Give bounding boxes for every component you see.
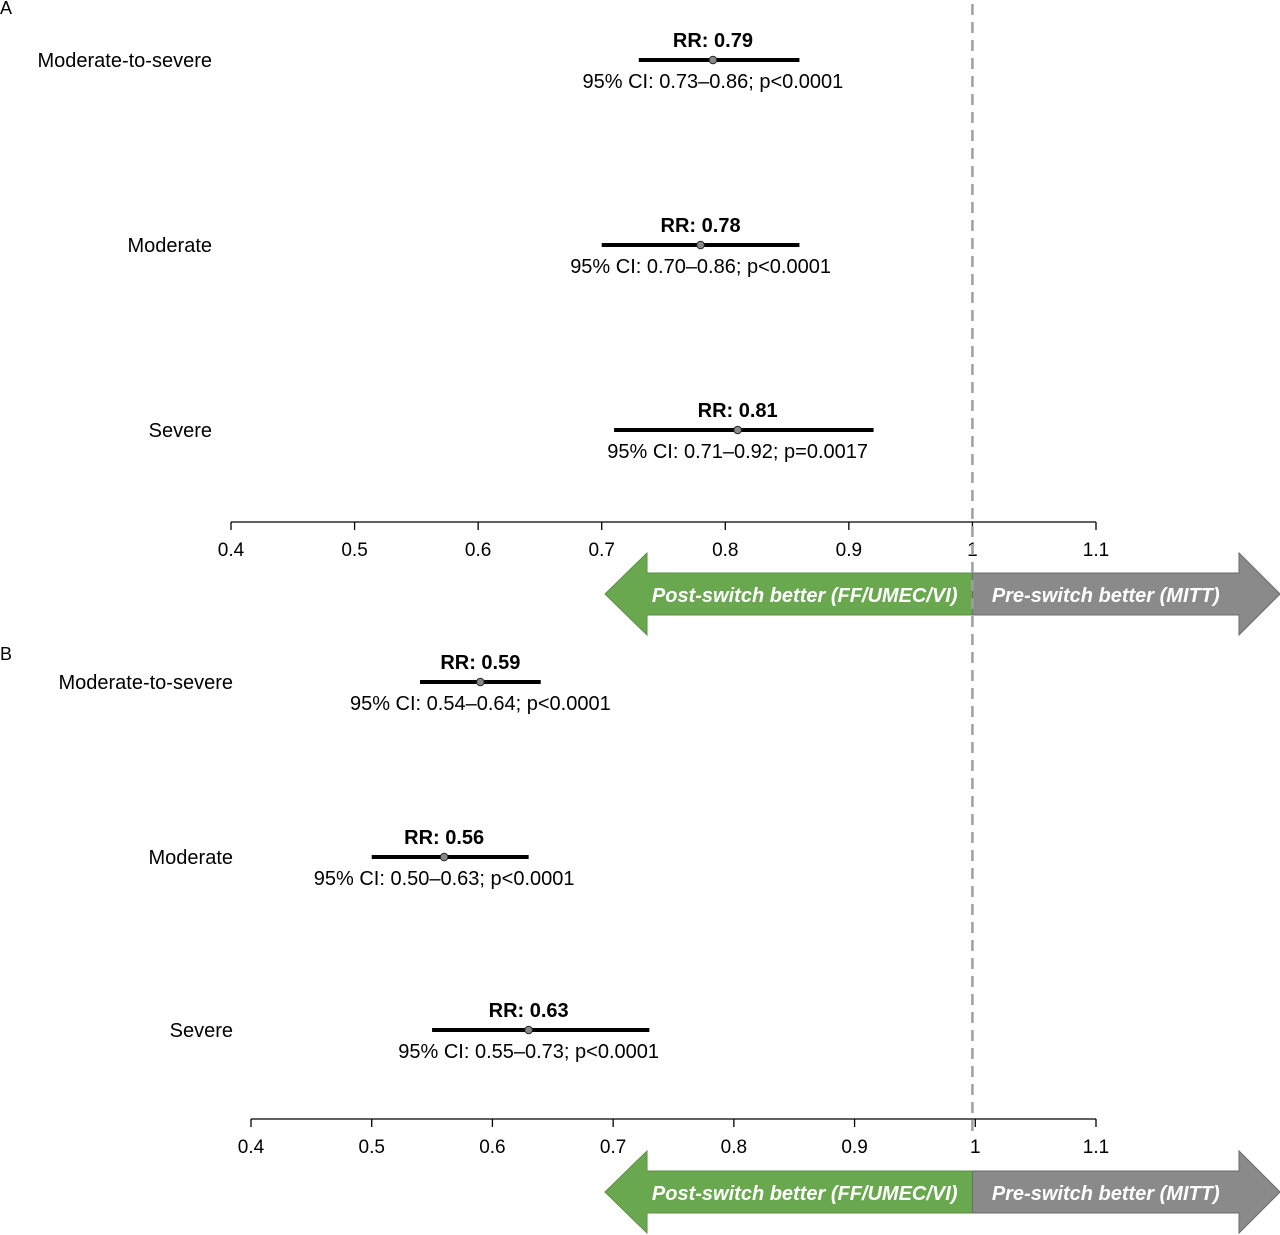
row-label: Moderate-to-severe <box>58 672 233 694</box>
panel-label: B <box>0 644 12 664</box>
x-tick-label: 0.9 <box>836 540 862 561</box>
x-tick-label: 0.8 <box>721 1137 747 1158</box>
panel-a: A0.40.50.60.70.80.911.1Moderate-to-sever… <box>0 0 1280 637</box>
x-tick-label: 0.7 <box>589 540 615 561</box>
point-estimate <box>696 240 705 250</box>
ci-label: 95% CI: 0.50–0.63; p<0.0001 <box>314 868 575 890</box>
rr-label: RR: 0.59 <box>440 652 520 674</box>
row-label: Moderate <box>149 847 234 869</box>
x-tick-label: 0.8 <box>712 540 738 561</box>
ci-label: 95% CI: 0.70–0.86; p<0.0001 <box>570 256 831 278</box>
rr-label: RR: 0.56 <box>404 827 484 849</box>
x-tick-label: 0.7 <box>600 1137 626 1158</box>
x-tick-label: 0.9 <box>841 1137 867 1158</box>
right-arrow-label: Pre-switch better (MITT) <box>992 1183 1220 1205</box>
forest-row: Moderate-to-severe RR: 0.59 95% CI: 0.54–0… <box>58 652 610 715</box>
left-arrow <box>604 1149 973 1235</box>
right-arrow-label: Pre-switch better (MITT) <box>992 585 1220 607</box>
forest-row: Moderate-to-severe RR: 0.79 95% CI: 0.73–0… <box>37 30 843 93</box>
point-estimate <box>708 55 718 65</box>
x-tick-label: 1 <box>970 1137 981 1158</box>
point-estimate <box>524 1025 533 1035</box>
x-tick-label: 0.6 <box>479 1137 505 1158</box>
left-arrow-label: Post-switch better (FF/UMEC/VI) <box>652 585 958 607</box>
row-label: Severe <box>170 1020 233 1042</box>
x-tick-label: 0.5 <box>341 540 367 561</box>
forest-row: Moderate RR: 0.78 95% CI: 0.70–0.86; p<0.0… <box>128 215 831 278</box>
x-tick-label: 1.1 <box>1083 540 1109 561</box>
ci-label: 95% CI: 0.71–0.92; p=0.0017 <box>607 441 868 463</box>
panel-label: A <box>0 0 12 18</box>
ci-label: 95% CI: 0.55–0.73; p<0.0001 <box>398 1041 659 1063</box>
forest-row: Severe RR: 0.63 95% CI: 0.55–0.73; p<0.000… <box>170 1000 659 1063</box>
x-tick-label: 1.1 <box>1083 1137 1109 1158</box>
left-arrow <box>604 551 973 637</box>
x-tick-label: 0.4 <box>238 1137 265 1158</box>
point-estimate <box>476 677 485 687</box>
right-arrow <box>971 551 1280 637</box>
x-tick-label: 0.4 <box>218 540 245 561</box>
point-estimate <box>733 425 742 435</box>
forest-row: Severe RR: 0.81 95% CI: 0.71–0.92; p=0.001… <box>149 400 874 463</box>
rr-label: RR: 0.81 <box>698 400 778 422</box>
left-arrow-label: Post-switch better (FF/UMEC/VI) <box>652 1183 958 1205</box>
ci-label: 95% CI: 0.73–0.86; p<0.0001 <box>583 71 844 93</box>
ci-label: 95% CI: 0.54–0.64; p<0.0001 <box>350 693 611 715</box>
x-tick-label: 0.5 <box>359 1137 385 1158</box>
rr-label: RR: 0.63 <box>489 1000 569 1022</box>
rr-label: RR: 0.78 <box>661 215 741 237</box>
forest-row: Moderate RR: 0.56 95% CI: 0.50–0.63; p<0.0… <box>149 827 575 890</box>
row-label: Moderate-to-severe <box>37 50 212 72</box>
rr-label: RR: 0.79 <box>673 30 753 52</box>
right-arrow <box>971 1149 1280 1235</box>
row-label: Moderate <box>128 235 213 257</box>
point-estimate <box>439 852 449 862</box>
x-tick-label: 0.6 <box>465 540 491 561</box>
row-label: Severe <box>149 420 212 442</box>
panel-b: B 0.4 0.5 0.6 0.7 0.8 0.9 1 1.1 Moderate-to-sever… <box>0 644 1280 1235</box>
